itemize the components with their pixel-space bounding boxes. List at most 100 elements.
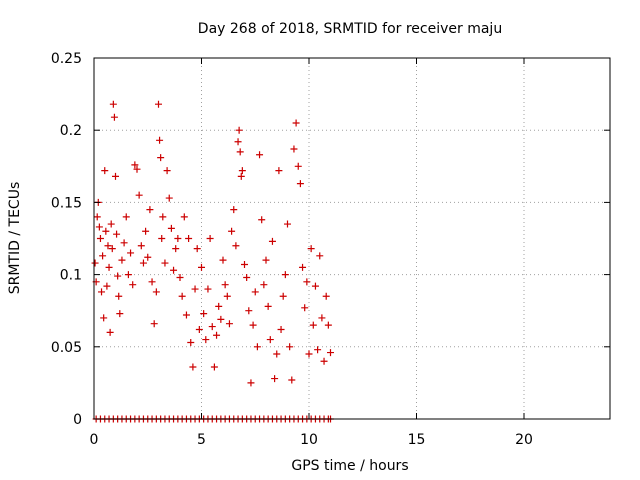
y-tick-label: 0.25 (51, 51, 82, 67)
data-point (320, 357, 328, 365)
data-point (191, 285, 199, 293)
data-point (217, 315, 225, 323)
data-point (115, 292, 123, 300)
data-point (96, 235, 104, 242)
data-point (247, 379, 255, 387)
data-point (124, 271, 132, 279)
data-point (324, 321, 332, 329)
chart-title: Day 268 of 2018, SRMTID for receiver maj… (198, 21, 502, 37)
data-point (305, 350, 313, 358)
data-point (150, 320, 158, 328)
data-point (301, 304, 309, 312)
x-tick-label: 10 (300, 432, 318, 448)
data-point (228, 227, 236, 235)
data-point (109, 100, 117, 108)
data-point (137, 242, 145, 250)
data-point (275, 167, 283, 175)
data-point (296, 180, 304, 188)
data-point (290, 145, 298, 153)
data-point (307, 245, 315, 253)
data-point (165, 194, 173, 202)
data-point (159, 213, 167, 221)
data-point (284, 220, 291, 228)
data-point (116, 310, 124, 318)
data-point (176, 273, 184, 281)
data-point (215, 302, 223, 310)
data-point (105, 263, 113, 271)
data-point (210, 363, 218, 371)
data-point (225, 320, 233, 328)
data-point (172, 245, 180, 253)
data-point (122, 213, 130, 221)
data-point (258, 216, 266, 224)
data-point (271, 375, 279, 383)
data-point (268, 237, 276, 245)
data-point (292, 119, 300, 127)
data-point (112, 172, 119, 180)
data-point (318, 314, 326, 322)
data-point (264, 302, 272, 310)
data-point (221, 281, 229, 289)
data-point (249, 321, 257, 329)
data-point (303, 278, 311, 286)
data-point (208, 323, 216, 331)
data-point (243, 273, 251, 281)
data-point (206, 235, 214, 242)
data-point (163, 167, 171, 175)
data-point (223, 292, 231, 300)
data-point (158, 235, 166, 242)
data-point (236, 148, 244, 156)
data-point (152, 288, 160, 296)
grid-lines (94, 58, 610, 419)
data-point (238, 167, 246, 175)
data-point (104, 242, 112, 250)
data-point (156, 136, 164, 144)
data-point (266, 336, 274, 344)
data-point (108, 245, 116, 253)
data-point (189, 363, 197, 371)
data-point (114, 272, 122, 280)
plot-frame (93, 57, 611, 420)
data-point (256, 151, 264, 159)
y-tick-label: 0.1 (60, 268, 82, 284)
data-point (118, 256, 126, 264)
x-tick-label: 15 (408, 432, 426, 448)
data-point (174, 235, 182, 242)
data-point (234, 138, 242, 146)
data-point (277, 325, 285, 333)
data-point (133, 165, 141, 173)
data-point (185, 235, 193, 242)
data-point (219, 256, 227, 264)
data-point (288, 376, 296, 384)
data-point (157, 154, 165, 162)
data-point (286, 343, 294, 351)
data-point (202, 336, 210, 344)
data-point (127, 249, 135, 257)
data-point (139, 259, 147, 267)
data-point (178, 292, 186, 300)
x-tick-label: 5 (197, 432, 206, 448)
data-point (148, 278, 156, 286)
data-point (281, 271, 289, 279)
data-point (294, 162, 302, 170)
data-point (180, 213, 188, 221)
y-tick-label: 0.15 (51, 195, 82, 211)
data-point (235, 126, 243, 134)
data-point (230, 206, 238, 214)
data-point (182, 311, 190, 319)
data-point (144, 253, 152, 261)
data-point (155, 100, 162, 108)
data-point (106, 328, 114, 336)
data-point (273, 350, 281, 358)
data-point (99, 252, 107, 260)
y-tick-label: 0.2 (60, 123, 82, 139)
data-point (98, 288, 106, 296)
data-point (251, 288, 259, 296)
data-point (245, 307, 253, 315)
data-point (187, 338, 195, 346)
data-point (195, 325, 203, 333)
data-point (135, 191, 143, 199)
x-tick-label: 20 (515, 432, 533, 448)
data-point (193, 245, 201, 253)
